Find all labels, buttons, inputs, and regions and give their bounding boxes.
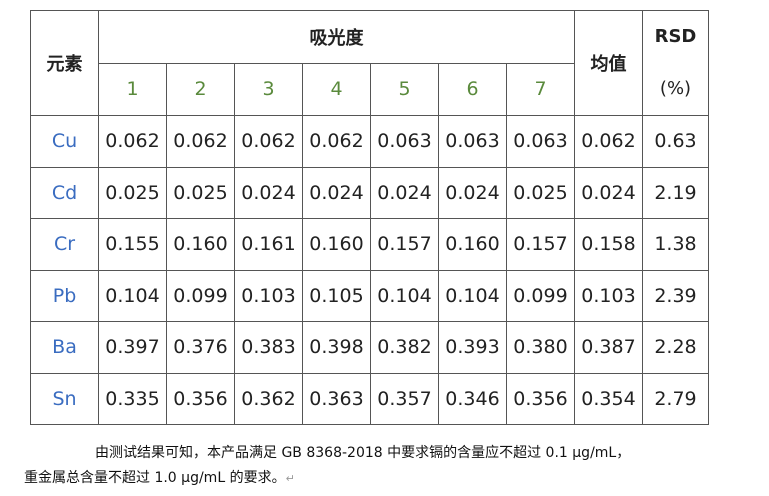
absorbance-cell: 0.063 [438, 115, 507, 168]
absorbance-cell: 0.099 [166, 269, 235, 322]
absorbance-cell: 0.383 [234, 321, 303, 374]
table-row: Pb 0.104 0.099 0.103 0.105 0.104 0.104 0.099 0.1… [30, 269, 709, 322]
rsd-header: RSD (%) [642, 10, 709, 116]
table-row: Cu 0.062 0.062 0.062 0.062 0.063 0.063 0.063 0.0… [30, 115, 709, 168]
absorbance-cell: 0.099 [506, 269, 575, 322]
absorbance-cell: 0.025 [166, 166, 235, 219]
measurement-number: 3 [234, 62, 303, 116]
absorbance-cell: 0.104 [438, 269, 507, 322]
table-row: Sn 0.335 0.356 0.362 0.363 0.357 0.346 0.356 0.3… [30, 372, 709, 425]
mean-cell: 0.387 [574, 321, 643, 374]
absorbance-cell: 0.063 [506, 115, 575, 168]
absorbance-cell: 0.363 [302, 372, 371, 425]
absorbance-cell: 0.356 [506, 372, 575, 425]
absorbance-cell: 0.062 [166, 115, 235, 168]
element-cell: Cr [30, 218, 99, 271]
absorbance-cell: 0.104 [98, 269, 167, 322]
absorbance-cell: 0.393 [438, 321, 507, 374]
paragraph-mark: ↵ [285, 472, 295, 485]
element-cell: Pb [30, 269, 99, 322]
absorbance-cell: 0.397 [98, 321, 167, 374]
measurement-number: 2 [166, 62, 235, 116]
absorbance-cell: 0.062 [302, 115, 371, 168]
absorbance-cell: 0.062 [98, 115, 167, 168]
element-cell: Sn [30, 372, 99, 425]
absorbance-cell: 0.362 [234, 372, 303, 425]
absorbance-cell: 0.376 [166, 321, 235, 374]
absorbance-cell: 0.335 [98, 372, 167, 425]
absorbance-cell: 0.160 [302, 218, 371, 271]
mean-cell: 0.354 [574, 372, 643, 425]
rsd-cell: 2.79 [642, 372, 709, 425]
absorbance-cell: 0.024 [302, 166, 371, 219]
mean-cell: 0.062 [574, 115, 643, 168]
absorbance-cell: 0.025 [506, 166, 575, 219]
mean-cell: 0.158 [574, 218, 643, 271]
element-cell: Cd [30, 166, 99, 219]
absorbance-cell: 0.103 [234, 269, 303, 322]
rsd-cell: 1.38 [642, 218, 709, 271]
absorbance-cell: 0.025 [98, 166, 167, 219]
absorbance-cell: 0.155 [98, 218, 167, 271]
absorbance-cell: 0.357 [370, 372, 439, 425]
measurement-number: 5 [370, 62, 439, 116]
table-row: Cd 0.025 0.025 0.024 0.024 0.024 0.024 0.025 0.0… [30, 166, 709, 219]
absorbance-cell: 0.024 [438, 166, 507, 219]
absorbance-cell: 0.346 [438, 372, 507, 425]
absorbance-cell: 0.062 [234, 115, 303, 168]
absorbance-cell: 0.157 [370, 218, 439, 271]
absorbance-cell: 0.063 [370, 115, 439, 168]
rsd-cell: 0.63 [642, 115, 709, 168]
element-header: 元素 [30, 10, 99, 116]
absorbance-cell: 0.157 [506, 218, 575, 271]
absorbance-cell: 0.104 [370, 269, 439, 322]
conclusion-line-2: 重金属总含量不超过 1.0 μg/mL 的要求。↵ [24, 467, 295, 487]
absorbance-cell: 0.398 [302, 321, 371, 374]
rsd-unit: (%) [659, 78, 692, 99]
absorbance-cell: 0.380 [506, 321, 575, 374]
rsd-cell: 2.28 [642, 321, 709, 374]
header-row: 元素 吸光度 均值 RSD (%) [30, 10, 709, 116]
element-cell: Ba [30, 321, 99, 374]
absorbance-cell: 0.105 [302, 269, 371, 322]
absorbance-header: 吸光度 [98, 10, 575, 64]
measurement-number: 1 [98, 62, 167, 116]
absorbance-cell: 0.160 [438, 218, 507, 271]
absorbance-cell: 0.382 [370, 321, 439, 374]
measurement-number: 4 [302, 62, 371, 116]
measurement-number: 7 [506, 62, 575, 116]
mean-header: 均值 [574, 10, 643, 116]
absorbance-cell: 0.024 [370, 166, 439, 219]
measurement-number: 6 [438, 62, 507, 116]
rsd-cell: 2.19 [642, 166, 709, 219]
table-row: Ba 0.397 0.376 0.383 0.398 0.382 0.393 0.380 0.3… [30, 321, 709, 374]
conclusion-line-2-text: 重金属总含量不超过 1.0 μg/mL 的要求。 [24, 470, 286, 486]
rsd-label: RSD [654, 26, 697, 47]
conclusion-line-1: 由测试结果可知，本产品满足 GB 8368-2018 中要求镉的含量应不超过 0… [95, 445, 631, 461]
mean-cell: 0.024 [574, 166, 643, 219]
table-row: Cr 0.155 0.160 0.161 0.160 0.157 0.160 0.157 0.1… [30, 218, 709, 271]
rsd-cell: 2.39 [642, 269, 709, 322]
mean-cell: 0.103 [574, 269, 643, 322]
absorbance-cell: 0.161 [234, 218, 303, 271]
element-cell: Cu [30, 115, 99, 168]
absorbance-cell: 0.024 [234, 166, 303, 219]
absorbance-cell: 0.356 [166, 372, 235, 425]
absorbance-cell: 0.160 [166, 218, 235, 271]
